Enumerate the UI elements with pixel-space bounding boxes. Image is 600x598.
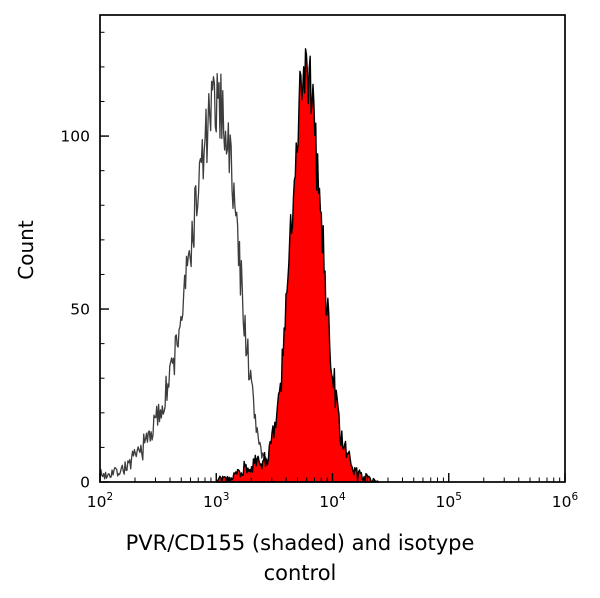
x-axis-title-line2: control [263, 561, 337, 586]
x-axis-title: PVR/CD155 (shaded) and isotype control [0, 528, 600, 589]
y-tick-label: 100 [60, 128, 90, 146]
y-tick-label: 0 [80, 474, 90, 492]
y-tick-label: 50 [70, 301, 90, 319]
x-tick-label: 106 [552, 491, 579, 511]
series-shaded-pvr-cd155 [215, 48, 380, 483]
x-tick-label: 105 [436, 491, 462, 511]
y-axis-label: Count [14, 220, 38, 280]
x-tick-label: 103 [203, 491, 229, 511]
x-axis-title-line1: PVR/CD155 (shaded) and isotype [125, 531, 475, 555]
x-tick-label: 102 [87, 491, 113, 511]
series-open-isotype-control [99, 73, 287, 483]
x-tick-label: 104 [319, 491, 346, 511]
